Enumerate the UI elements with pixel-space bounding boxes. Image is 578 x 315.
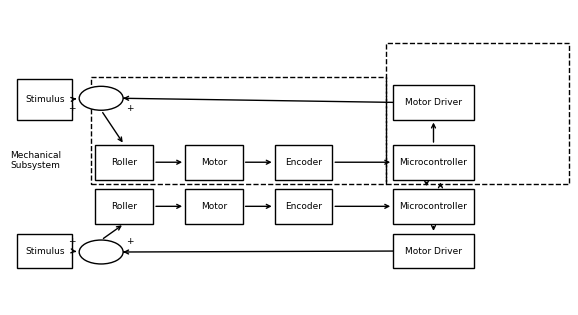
Text: Stimulus: Stimulus bbox=[25, 95, 65, 104]
Text: Encoder: Encoder bbox=[285, 202, 322, 211]
Bar bbox=[95, 145, 153, 180]
Text: Encoder: Encoder bbox=[285, 158, 322, 167]
Bar bbox=[393, 145, 474, 180]
Circle shape bbox=[79, 86, 123, 110]
Bar bbox=[393, 234, 474, 268]
Bar bbox=[95, 189, 153, 224]
Text: Microcontroller: Microcontroller bbox=[399, 158, 468, 167]
Bar bbox=[393, 85, 474, 120]
Bar bbox=[17, 79, 72, 120]
Bar bbox=[386, 43, 569, 184]
Bar bbox=[275, 189, 332, 224]
Text: Motor Driver: Motor Driver bbox=[405, 247, 462, 255]
Bar bbox=[17, 234, 72, 268]
Text: Motor: Motor bbox=[201, 158, 227, 167]
Bar bbox=[275, 145, 332, 180]
Text: +: + bbox=[127, 104, 134, 113]
Text: Stimulus: Stimulus bbox=[25, 247, 65, 255]
Bar bbox=[91, 77, 386, 184]
Text: Mechanical
Subsystem: Mechanical Subsystem bbox=[10, 151, 61, 170]
Circle shape bbox=[79, 240, 123, 264]
Text: +: + bbox=[127, 237, 134, 246]
Text: Roller: Roller bbox=[112, 202, 137, 211]
Text: +: + bbox=[69, 104, 76, 113]
Text: Motor Driver: Motor Driver bbox=[405, 98, 462, 107]
Bar bbox=[185, 145, 243, 180]
Text: Roller: Roller bbox=[112, 158, 137, 167]
Text: Motor: Motor bbox=[201, 202, 227, 211]
Text: +: + bbox=[69, 237, 76, 246]
Text: Microcontroller: Microcontroller bbox=[399, 202, 468, 211]
Bar bbox=[393, 189, 474, 224]
Bar bbox=[185, 189, 243, 224]
